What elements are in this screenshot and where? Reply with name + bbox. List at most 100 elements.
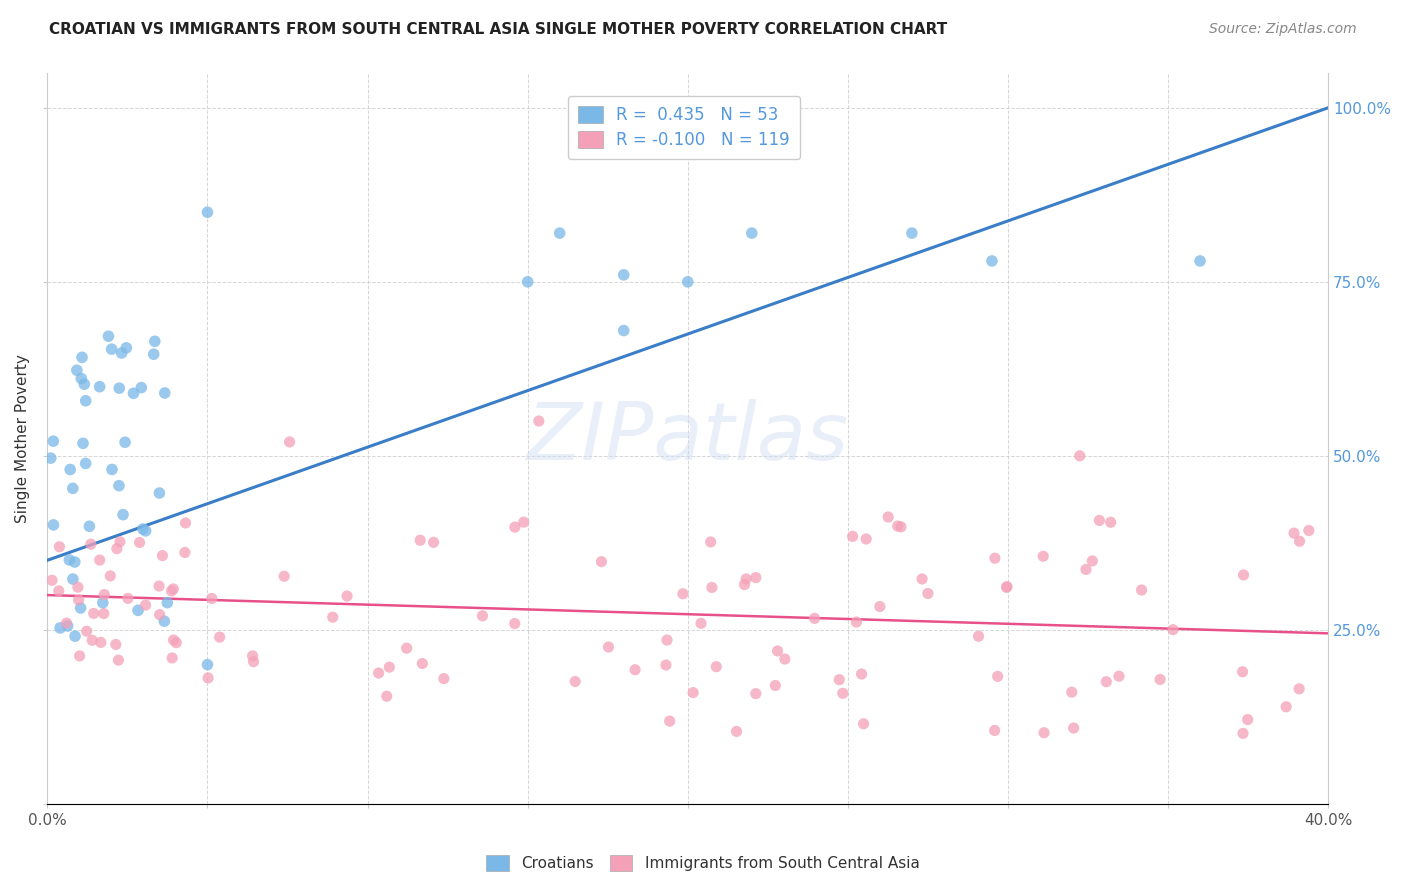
Point — [917, 586, 939, 600]
Point — [1033, 725, 1056, 739]
Point — [911, 572, 934, 586]
Point — [1275, 699, 1298, 714]
Point — [676, 275, 699, 289]
Point — [122, 386, 145, 401]
Point — [1161, 623, 1184, 637]
Point — [67, 592, 90, 607]
Point — [471, 608, 494, 623]
Point — [503, 520, 526, 534]
Point — [42, 517, 65, 532]
Point — [72, 436, 94, 450]
Point — [890, 520, 912, 534]
Point — [336, 589, 359, 603]
Point — [1063, 721, 1085, 735]
Point — [591, 555, 613, 569]
Point — [598, 640, 620, 654]
Point — [111, 346, 134, 360]
Point — [1130, 582, 1153, 597]
Point — [149, 607, 172, 622]
Point — [527, 414, 550, 428]
Point — [56, 619, 79, 633]
Point — [690, 616, 713, 631]
Point — [48, 540, 70, 554]
Point — [869, 599, 891, 614]
Point — [55, 615, 77, 630]
Point — [766, 644, 789, 658]
Point — [613, 324, 636, 338]
Point — [73, 377, 96, 392]
Point — [39, 451, 62, 466]
Point — [658, 714, 681, 728]
Point — [273, 569, 295, 583]
Point — [160, 651, 183, 665]
Point — [422, 535, 444, 549]
Point — [1095, 674, 1118, 689]
Point — [107, 653, 129, 667]
Point — [42, 434, 65, 449]
Point — [76, 624, 98, 639]
Legend: R =  0.435   N = 53, R = -0.100   N = 119: R = 0.435 N = 53, R = -0.100 N = 119 — [568, 96, 800, 159]
Point — [174, 516, 197, 530]
Point — [1099, 515, 1122, 529]
Point — [855, 532, 877, 546]
Point — [983, 723, 1005, 738]
Point — [201, 591, 224, 606]
Point — [1074, 562, 1097, 576]
Point — [613, 268, 636, 282]
Y-axis label: Single Mother Poverty: Single Mother Poverty — [15, 354, 30, 523]
Point — [901, 226, 924, 240]
Point — [75, 393, 97, 408]
Point — [49, 621, 72, 635]
Point — [745, 571, 768, 585]
Point — [197, 671, 219, 685]
Point — [83, 607, 105, 621]
Point — [208, 630, 231, 644]
Point — [115, 341, 138, 355]
Point — [62, 572, 84, 586]
Point — [242, 648, 264, 663]
Point — [80, 537, 103, 551]
Point — [242, 655, 264, 669]
Legend: Croatians, Immigrants from South Central Asia: Croatians, Immigrants from South Central… — [481, 849, 925, 877]
Point — [62, 481, 84, 495]
Point — [153, 614, 176, 628]
Point — [1189, 254, 1212, 268]
Point — [135, 598, 157, 612]
Point — [852, 716, 875, 731]
Point — [91, 596, 114, 610]
Point — [79, 519, 101, 533]
Point — [1232, 726, 1254, 740]
Point — [1288, 534, 1310, 549]
Point — [93, 588, 115, 602]
Point — [1060, 685, 1083, 699]
Point — [741, 226, 763, 240]
Point — [512, 515, 534, 529]
Point — [101, 462, 124, 476]
Point — [142, 347, 165, 361]
Point — [433, 672, 456, 686]
Point — [108, 381, 131, 395]
Point — [152, 549, 174, 563]
Point — [128, 535, 150, 549]
Point — [89, 380, 111, 394]
Point — [1288, 681, 1310, 696]
Point — [1232, 568, 1254, 582]
Point — [117, 591, 139, 606]
Point — [63, 629, 86, 643]
Point — [981, 254, 1004, 268]
Point — [548, 226, 571, 240]
Point — [995, 580, 1018, 594]
Point — [90, 635, 112, 649]
Point — [375, 690, 398, 704]
Point — [162, 582, 184, 596]
Point — [322, 610, 344, 624]
Point — [699, 535, 721, 549]
Point — [97, 329, 120, 343]
Point — [165, 635, 187, 649]
Point — [967, 629, 990, 643]
Point — [132, 522, 155, 536]
Point — [104, 637, 127, 651]
Point — [1088, 513, 1111, 527]
Point — [127, 603, 149, 617]
Point — [803, 611, 825, 625]
